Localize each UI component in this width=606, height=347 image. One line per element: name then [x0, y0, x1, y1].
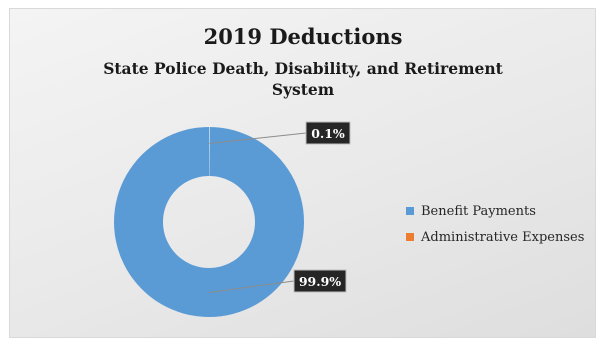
legend-swatch-benefit-payments	[406, 207, 414, 215]
leader-line-benefit-payments	[208, 280, 295, 293]
chart-subtitle: State Police Death, Disability, and Reti…	[103, 59, 503, 99]
slice-administrative-expenses	[208, 126, 210, 177]
legend-item-administrative-expenses: Administrative Expenses	[406, 227, 584, 247]
data-label-administrative-expenses: 0.1%	[311, 126, 345, 141]
data-label-box-benefit-payments	[293, 269, 347, 293]
data-label-box-administrative-expenses	[305, 121, 351, 145]
leader-line-administrative-expenses	[209, 132, 307, 144]
legend-label-benefit-payments: Benefit Payments	[421, 203, 536, 219]
chart-title: 2019 Deductions	[203, 24, 403, 49]
legend-swatch-administrative-expenses	[406, 233, 414, 241]
slice-benefit-payments	[113, 127, 304, 317]
legend-item-benefit-payments: Benefit Payments	[406, 201, 584, 221]
legend: Benefit Payments Administrative Expenses	[406, 201, 584, 253]
legend-label-administrative-expenses: Administrative Expenses	[421, 229, 585, 245]
data-label-benefit-payments: 99.9%	[299, 274, 341, 289]
